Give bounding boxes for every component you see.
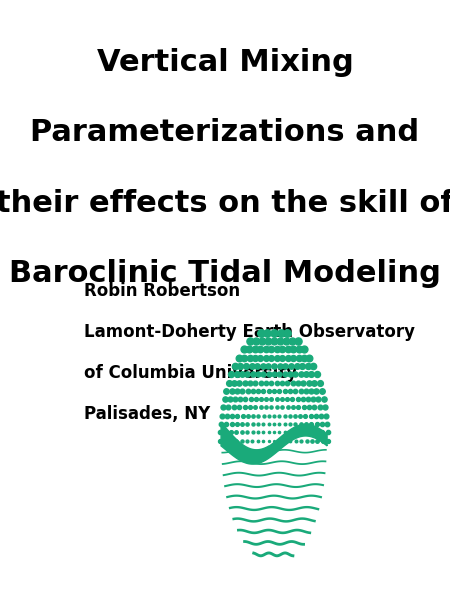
Text: Lamont-Doherty Earth Observatory: Lamont-Doherty Earth Observatory	[84, 323, 415, 341]
Polygon shape	[221, 422, 327, 464]
Text: Parameterizations and: Parameterizations and	[31, 118, 419, 148]
Text: Baroclinic Tidal Modeling: Baroclinic Tidal Modeling	[9, 259, 441, 288]
Text: of Columbia University: of Columbia University	[84, 364, 297, 382]
Text: Vertical Mixing: Vertical Mixing	[97, 48, 353, 77]
Text: Robin Robertson: Robin Robertson	[84, 283, 240, 301]
Text: Palisades, NY: Palisades, NY	[84, 406, 211, 424]
Text: their effects on the skill of: their effects on the skill of	[0, 188, 450, 218]
